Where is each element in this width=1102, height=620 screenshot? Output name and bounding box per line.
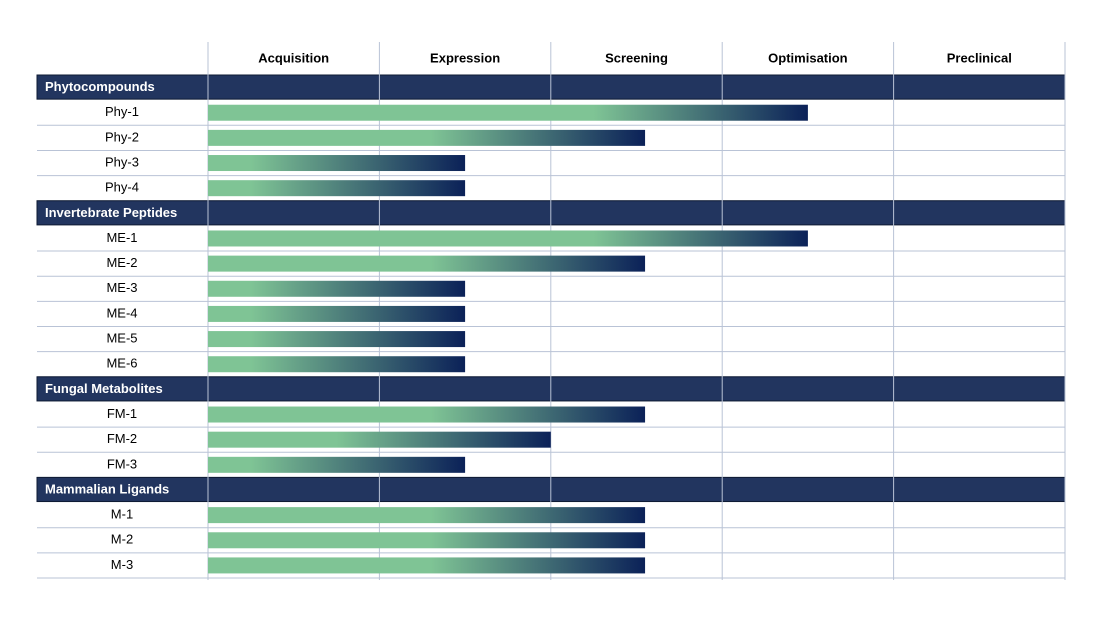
row-label: M-1 — [111, 507, 133, 522]
row-label: Phy-2 — [105, 129, 139, 144]
row-label: ME-6 — [106, 356, 137, 371]
progress-bar — [208, 431, 551, 448]
row-label: M-2 — [111, 532, 133, 547]
progress-bar — [208, 331, 466, 348]
progress-bar — [208, 406, 646, 423]
stage-header: Screening — [605, 50, 668, 65]
progress-bar — [208, 104, 808, 121]
group-header: Invertebrate Peptides — [45, 205, 177, 220]
group-header: Phytocompounds — [45, 79, 155, 94]
progress-bar — [208, 557, 646, 574]
progress-bar — [208, 456, 466, 473]
row-label: M-3 — [111, 557, 133, 572]
progress-bar — [208, 507, 646, 524]
progress-bar — [208, 305, 466, 322]
row-label: FM-3 — [107, 456, 137, 471]
progress-bar — [208, 230, 808, 247]
stage-header: Optimisation — [768, 50, 848, 65]
row-label: ME-3 — [106, 280, 137, 295]
row-label: ME-4 — [106, 305, 137, 320]
stage-header: Acquisition — [258, 50, 329, 65]
group-header: Mammalian Ligands — [45, 481, 169, 496]
progress-bar — [208, 532, 646, 549]
row-label: Phy-1 — [105, 104, 139, 119]
row-label: FM-2 — [107, 431, 137, 446]
row-label: ME-2 — [106, 255, 137, 270]
row-label: Phy-4 — [105, 180, 139, 195]
progress-bar — [208, 155, 466, 172]
progress-bar — [208, 255, 646, 272]
stage-header: Preclinical — [947, 50, 1012, 65]
row-label: ME-5 — [106, 331, 137, 346]
progress-bar — [208, 129, 646, 146]
stage-header: Expression — [430, 50, 500, 65]
progress-bar — [208, 280, 466, 297]
row-label: FM-1 — [107, 406, 137, 421]
group-header: Fungal Metabolites — [45, 381, 163, 396]
progress-bar — [208, 180, 466, 197]
row-label: Phy-3 — [105, 154, 139, 169]
progress-bar — [208, 356, 466, 373]
row-label: ME-1 — [106, 230, 137, 245]
